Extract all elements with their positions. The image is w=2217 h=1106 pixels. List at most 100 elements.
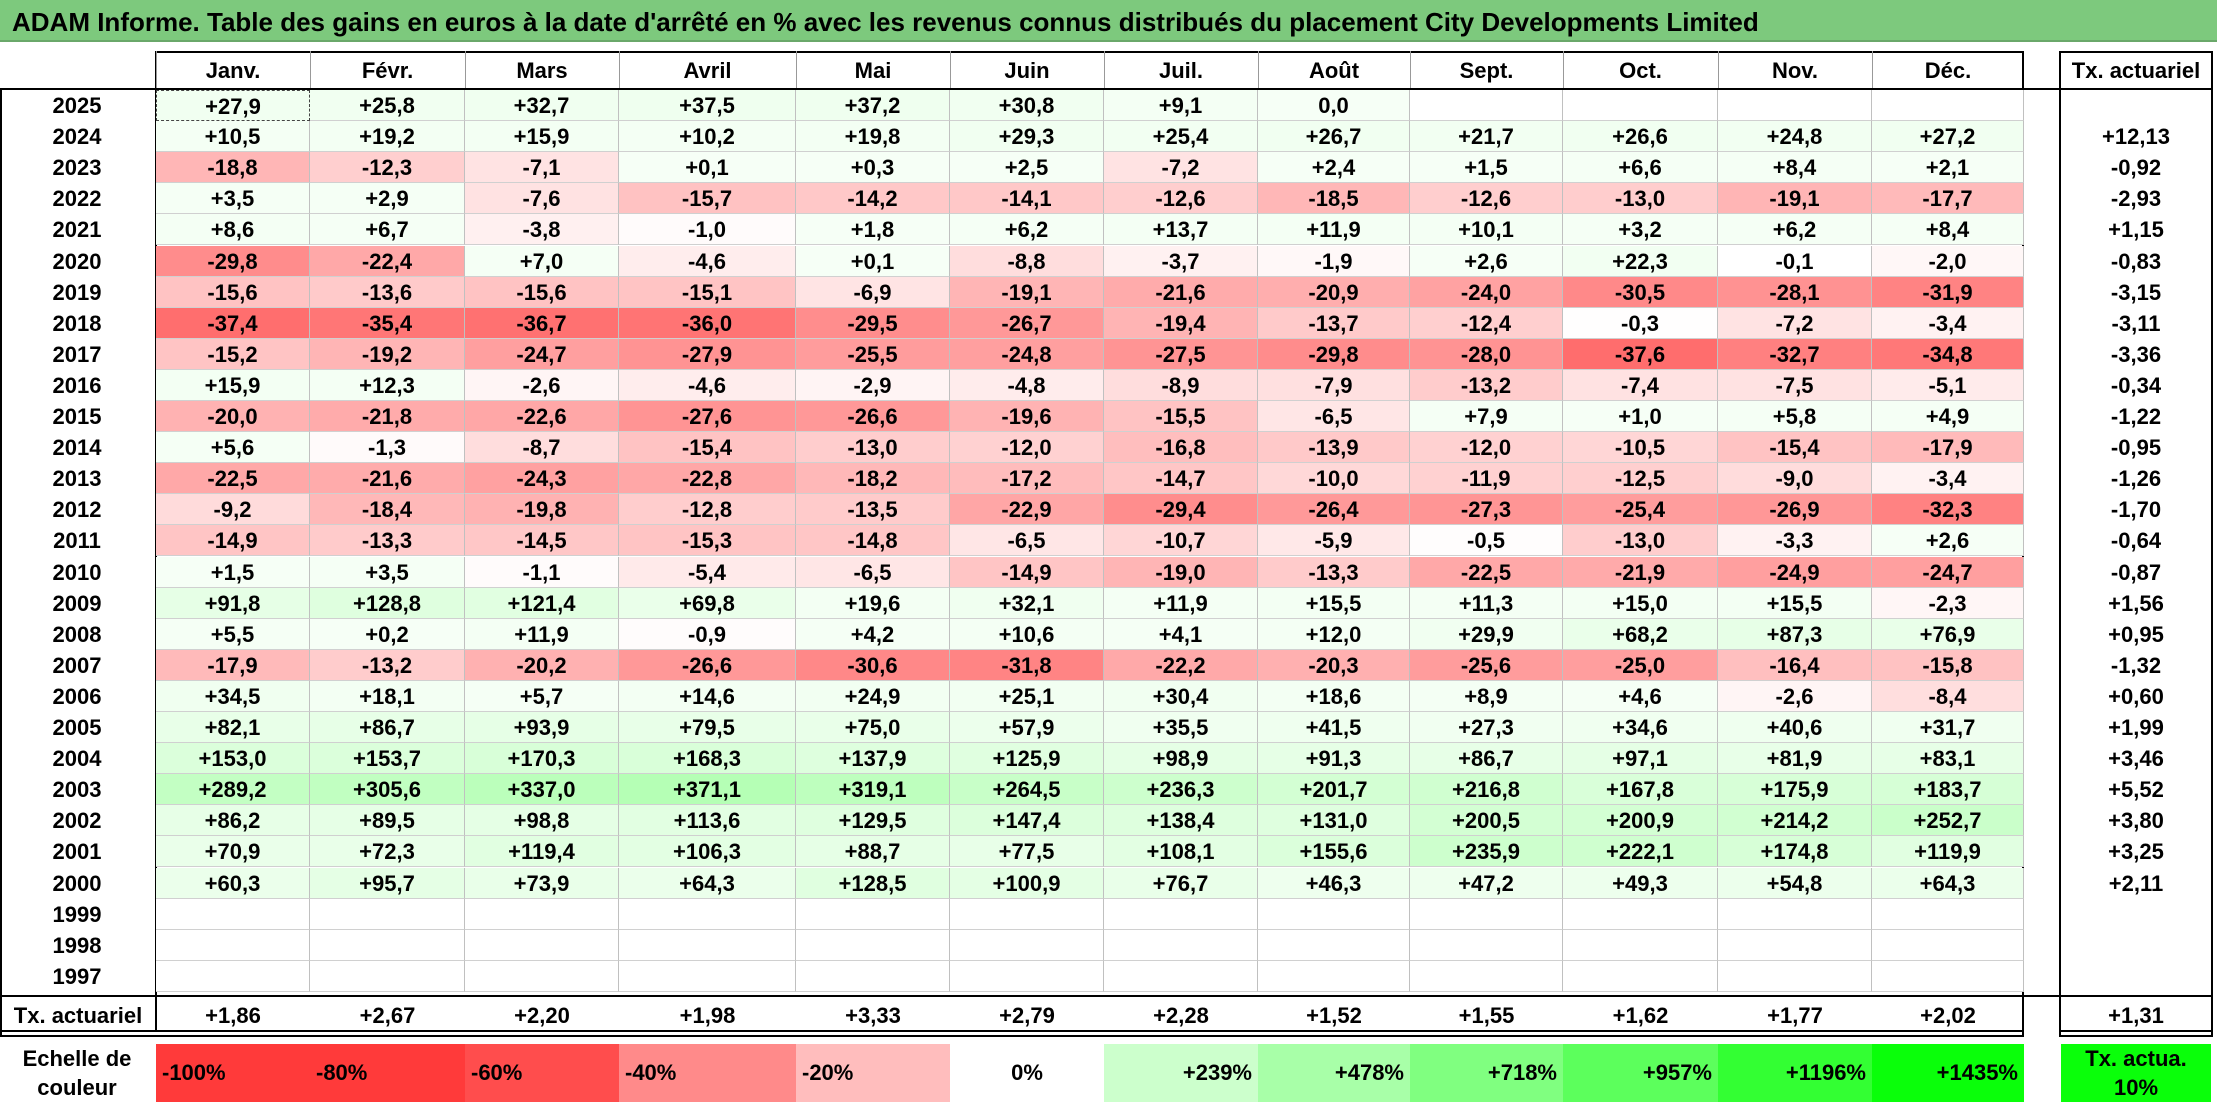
heatmap-cell: +37,2 (796, 90, 950, 122)
heatmap-cell (1872, 898, 2024, 930)
heatmap-cell: -15,2 (156, 338, 310, 370)
month-header: Juin (1004, 58, 1050, 83)
heatmap-cell: -6,9 (796, 276, 950, 308)
heatmap-cell: -13,6 (310, 276, 465, 308)
heatmap-cell: +175,9 (1718, 774, 1872, 806)
heatmap-cell: 0,0 (1258, 90, 1410, 122)
tx-actuariel-value: -1,32 (2110, 652, 2162, 678)
heatmap-cell: +216,8 (1410, 774, 1563, 806)
heatmap-cell: -6,5 (950, 525, 1104, 557)
heatmap-cell: -13,7 (1258, 307, 1410, 339)
heatmap-cell (310, 929, 465, 961)
heatmap-cell (619, 898, 796, 930)
heatmap-cell: +0,1 (619, 152, 796, 184)
heatmap-cell: -12,6 (1410, 183, 1563, 215)
month-header: Oct. (1619, 58, 1662, 83)
heatmap-cell: -2,3 (1872, 587, 2024, 619)
footer-value: +1,86 (205, 1002, 261, 1028)
heatmap-cell: -12,5 (1563, 463, 1718, 495)
heatmap-cell: -26,7 (950, 307, 1104, 339)
heatmap-cell: -25,6 (1410, 649, 1563, 681)
heatmap-cell: -4,6 (619, 245, 796, 277)
heatmap-cell: +88,7 (796, 836, 950, 868)
heatmap-cell (1410, 929, 1563, 961)
year-label: 2005 (52, 715, 102, 740)
heatmap-cell: +37,5 (619, 90, 796, 122)
heatmap-cell: -27,9 (619, 338, 796, 370)
heatmap-cell: +25,1 (950, 680, 1104, 712)
heatmap-cell: +18,1 (310, 680, 465, 712)
heatmap-cell: -8,9 (1104, 369, 1258, 401)
heatmap-cell: -7,2 (1104, 152, 1258, 184)
heatmap-cell: -12,4 (1410, 307, 1563, 339)
heatmap-cell: +128,5 (796, 867, 950, 899)
heatmap-cell (1872, 929, 2024, 961)
heatmap-cell: -1,9 (1258, 245, 1410, 277)
tx-actuariel-value (2061, 961, 2211, 992)
header-divider (1410, 51, 1411, 88)
heatmap-cell (156, 929, 310, 961)
heatmap-cell: +12,3 (310, 369, 465, 401)
heatmap-cell: +25,4 (1104, 121, 1258, 153)
scale-step: +478% (1258, 1044, 1410, 1102)
heatmap-cell: -2,6 (465, 369, 619, 401)
heatmap-cell: -22,8 (619, 463, 796, 495)
heatmap-cell: +153,0 (156, 743, 310, 775)
heatmap-cell: +12,0 (1258, 618, 1410, 650)
heatmap-cell: -13,2 (310, 649, 465, 681)
tx-actuariel-value: -3,11 (2111, 310, 2161, 336)
heatmap-cell (1718, 90, 1872, 122)
heatmap-cell: -7,6 (465, 183, 619, 215)
heatmap-cell: +4,1 (1104, 618, 1258, 650)
heatmap-cell: -15,1 (619, 276, 796, 308)
footer-value: +2,02 (1920, 1002, 1976, 1028)
heatmap-cell: -18,4 (310, 494, 465, 526)
heatmap-cell: +86,7 (310, 712, 465, 744)
heatmap-cell: -36,0 (619, 307, 796, 339)
heatmap-cell: -29,8 (1258, 338, 1410, 370)
heatmap-cell: -7,5 (1718, 369, 1872, 401)
heatmap-cell: -13,3 (1258, 556, 1410, 588)
heatmap-cell (1872, 90, 2024, 122)
heatmap-cell: +1,8 (796, 214, 950, 246)
heatmap-cell: +264,5 (950, 774, 1104, 806)
right-header: Tx. actuariel (2071, 58, 2201, 83)
heatmap-cell: -21,8 (310, 401, 465, 433)
footer-value: +2,28 (1153, 1002, 1209, 1028)
heatmap-cell: +113,6 (619, 805, 796, 837)
heatmap-cell: -15,4 (619, 432, 796, 464)
title-bar: ADAM Informe. Table des gains en euros à… (0, 0, 2217, 42)
heatmap-cell: +15,0 (1563, 587, 1718, 619)
year-label: 2016 (52, 372, 102, 398)
heatmap-cell (619, 960, 796, 992)
heatmap-cell: -28,0 (1410, 338, 1563, 370)
heatmap-cell: +337,0 (465, 774, 619, 806)
heatmap-cell: -20,3 (1258, 649, 1410, 681)
heatmap-cell: +305,6 (310, 774, 465, 806)
heatmap-cell (950, 929, 1104, 961)
heatmap-cell: -15,8 (1872, 649, 2024, 681)
heatmap-cell: +201,7 (1258, 774, 1410, 806)
heatmap-cell: +83,1 (1872, 743, 2024, 775)
heatmap-cell: -29,5 (796, 307, 950, 339)
heatmap-cell: -13,3 (310, 525, 465, 557)
heatmap-cell: +69,8 (619, 587, 796, 619)
tx-actuariel-value: -2,93 (2110, 186, 2162, 212)
heatmap-cell (156, 898, 310, 930)
heatmap-cell: +0,1 (796, 245, 950, 277)
heatmap-cell: -20,9 (1258, 276, 1410, 308)
scale-step: +957% (1563, 1044, 1718, 1102)
tx-actuariel-value: +1,99 (2108, 715, 2164, 740)
heatmap-cell: -15,6 (156, 276, 310, 308)
heatmap-cell: +5,6 (156, 432, 310, 464)
heatmap-cell: +5,7 (465, 680, 619, 712)
header-divider (796, 51, 797, 88)
heatmap-cell: +8,9 (1410, 680, 1563, 712)
heatmap-cell: -14,7 (1104, 463, 1258, 495)
tx-actuariel-value: -0,83 (2110, 248, 2162, 274)
heatmap-cell: +8,6 (156, 214, 310, 246)
footer-value: +2,20 (514, 1002, 570, 1028)
heatmap-cell: -1,3 (310, 432, 465, 464)
heatmap-cell: -5,1 (1872, 369, 2024, 401)
heatmap-cell: +98,9 (1104, 743, 1258, 775)
